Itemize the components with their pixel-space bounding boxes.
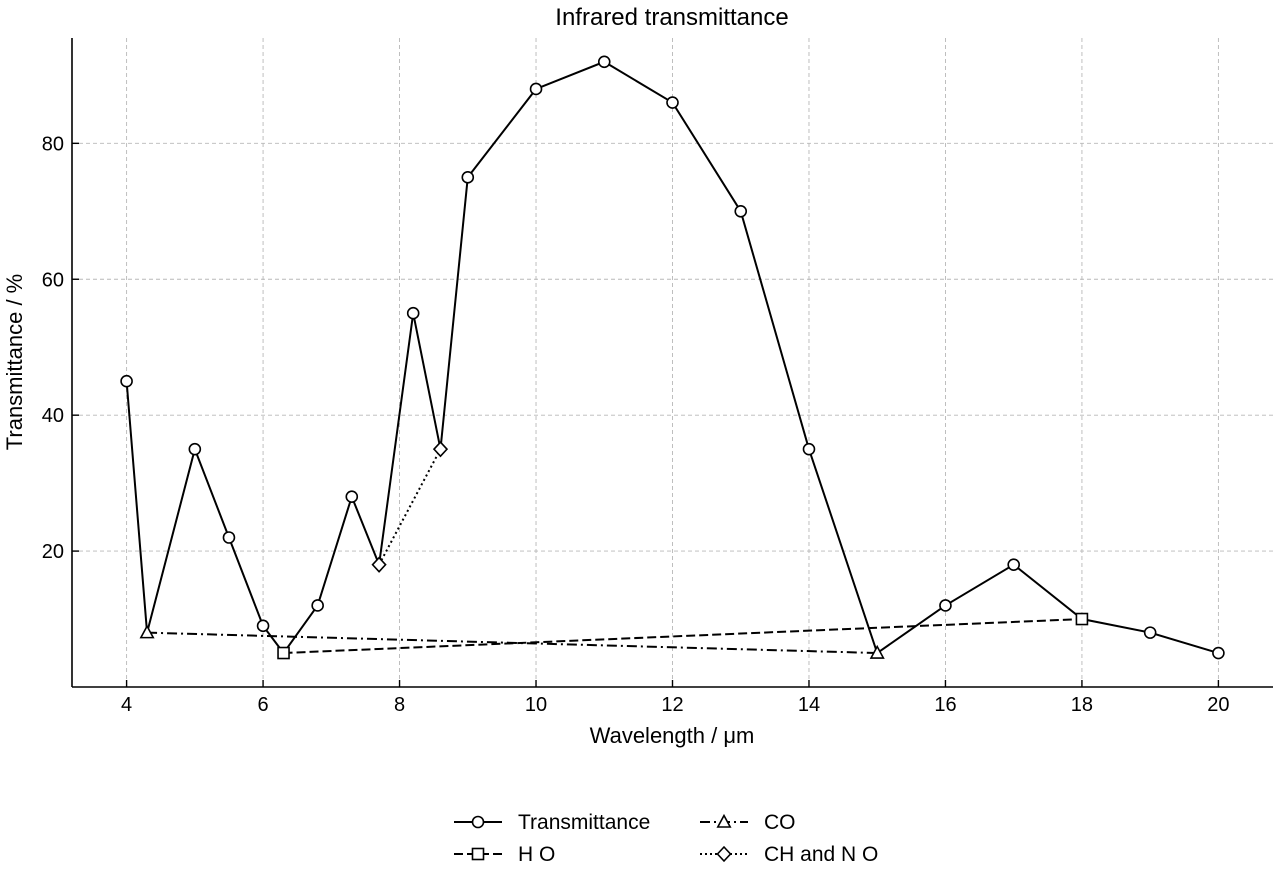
- series-co: [139, 624, 885, 659]
- data-point: [1143, 626, 1157, 639]
- x-tick-label: 10: [525, 694, 547, 716]
- series-ch-and-n-o: [371, 440, 449, 573]
- data-point: [277, 646, 290, 660]
- legend-label: CH and N O: [764, 843, 878, 866]
- series-line: [378, 448, 442, 566]
- y-tick-label: 40: [42, 405, 64, 427]
- x-tick-label: 20: [1207, 694, 1229, 716]
- data-point: [734, 204, 748, 218]
- series-transmittance: [120, 55, 1225, 660]
- x-tick-label: 12: [661, 694, 683, 716]
- legend-label: Transmittance: [518, 811, 650, 834]
- legend-marker: [716, 813, 732, 828]
- legend-label: CO: [764, 811, 796, 834]
- series-line: [147, 631, 878, 655]
- legend-marker: [471, 815, 485, 829]
- x-tick-label: 18: [1071, 694, 1093, 716]
- y-tick-label: 80: [42, 133, 64, 155]
- data-point: [139, 624, 155, 639]
- legend-item: H O: [454, 843, 555, 866]
- data-point: [802, 442, 816, 456]
- legend: Transmittance H O CO CH and N O: [454, 811, 878, 866]
- data-point: [188, 442, 202, 456]
- series-h-o: [277, 612, 1089, 660]
- legend-marker: [716, 845, 732, 863]
- legend-item: CO: [700, 811, 796, 834]
- y-axis-title: Transmittance / %: [2, 274, 27, 450]
- data-point: [1212, 646, 1225, 660]
- ticks: 4 6 8 10 12 14 16 18 20 20 40 60 80: [42, 133, 1230, 716]
- y-tick-label: 20: [42, 541, 64, 563]
- x-axis-title: Wavelength / μm: [590, 723, 755, 748]
- data-point: [869, 644, 885, 659]
- x-tick-label: 14: [798, 694, 820, 716]
- data-point: [371, 556, 387, 573]
- legend-item: CH and N O: [700, 843, 878, 866]
- data-point: [1075, 612, 1089, 626]
- data-point: [311, 599, 324, 612]
- x-tick-label: 4: [121, 694, 132, 716]
- data-point: [345, 490, 359, 504]
- y-tick-label: 60: [42, 269, 64, 291]
- legend-label: H O: [518, 843, 555, 866]
- chart-title: Infrared transmittance: [555, 4, 788, 31]
- data-point: [222, 531, 236, 544]
- series: [120, 55, 1225, 660]
- legend-marker: [471, 847, 485, 861]
- data-point: [666, 96, 679, 109]
- data-point: [1007, 558, 1020, 571]
- x-tick-label: 8: [394, 694, 405, 716]
- data-point: [529, 82, 543, 96]
- data-point: [939, 599, 952, 612]
- grid: [72, 38, 1273, 687]
- series-line: [283, 618, 1082, 655]
- legend-item: Transmittance: [454, 811, 650, 834]
- data-point: [120, 374, 133, 388]
- data-point: [256, 619, 270, 633]
- x-tick-label: 16: [934, 694, 956, 716]
- data-point: [432, 440, 449, 458]
- data-point: [461, 171, 475, 184]
- data-point: [406, 306, 420, 320]
- data-point: [597, 55, 611, 69]
- x-tick-label: 6: [258, 694, 269, 716]
